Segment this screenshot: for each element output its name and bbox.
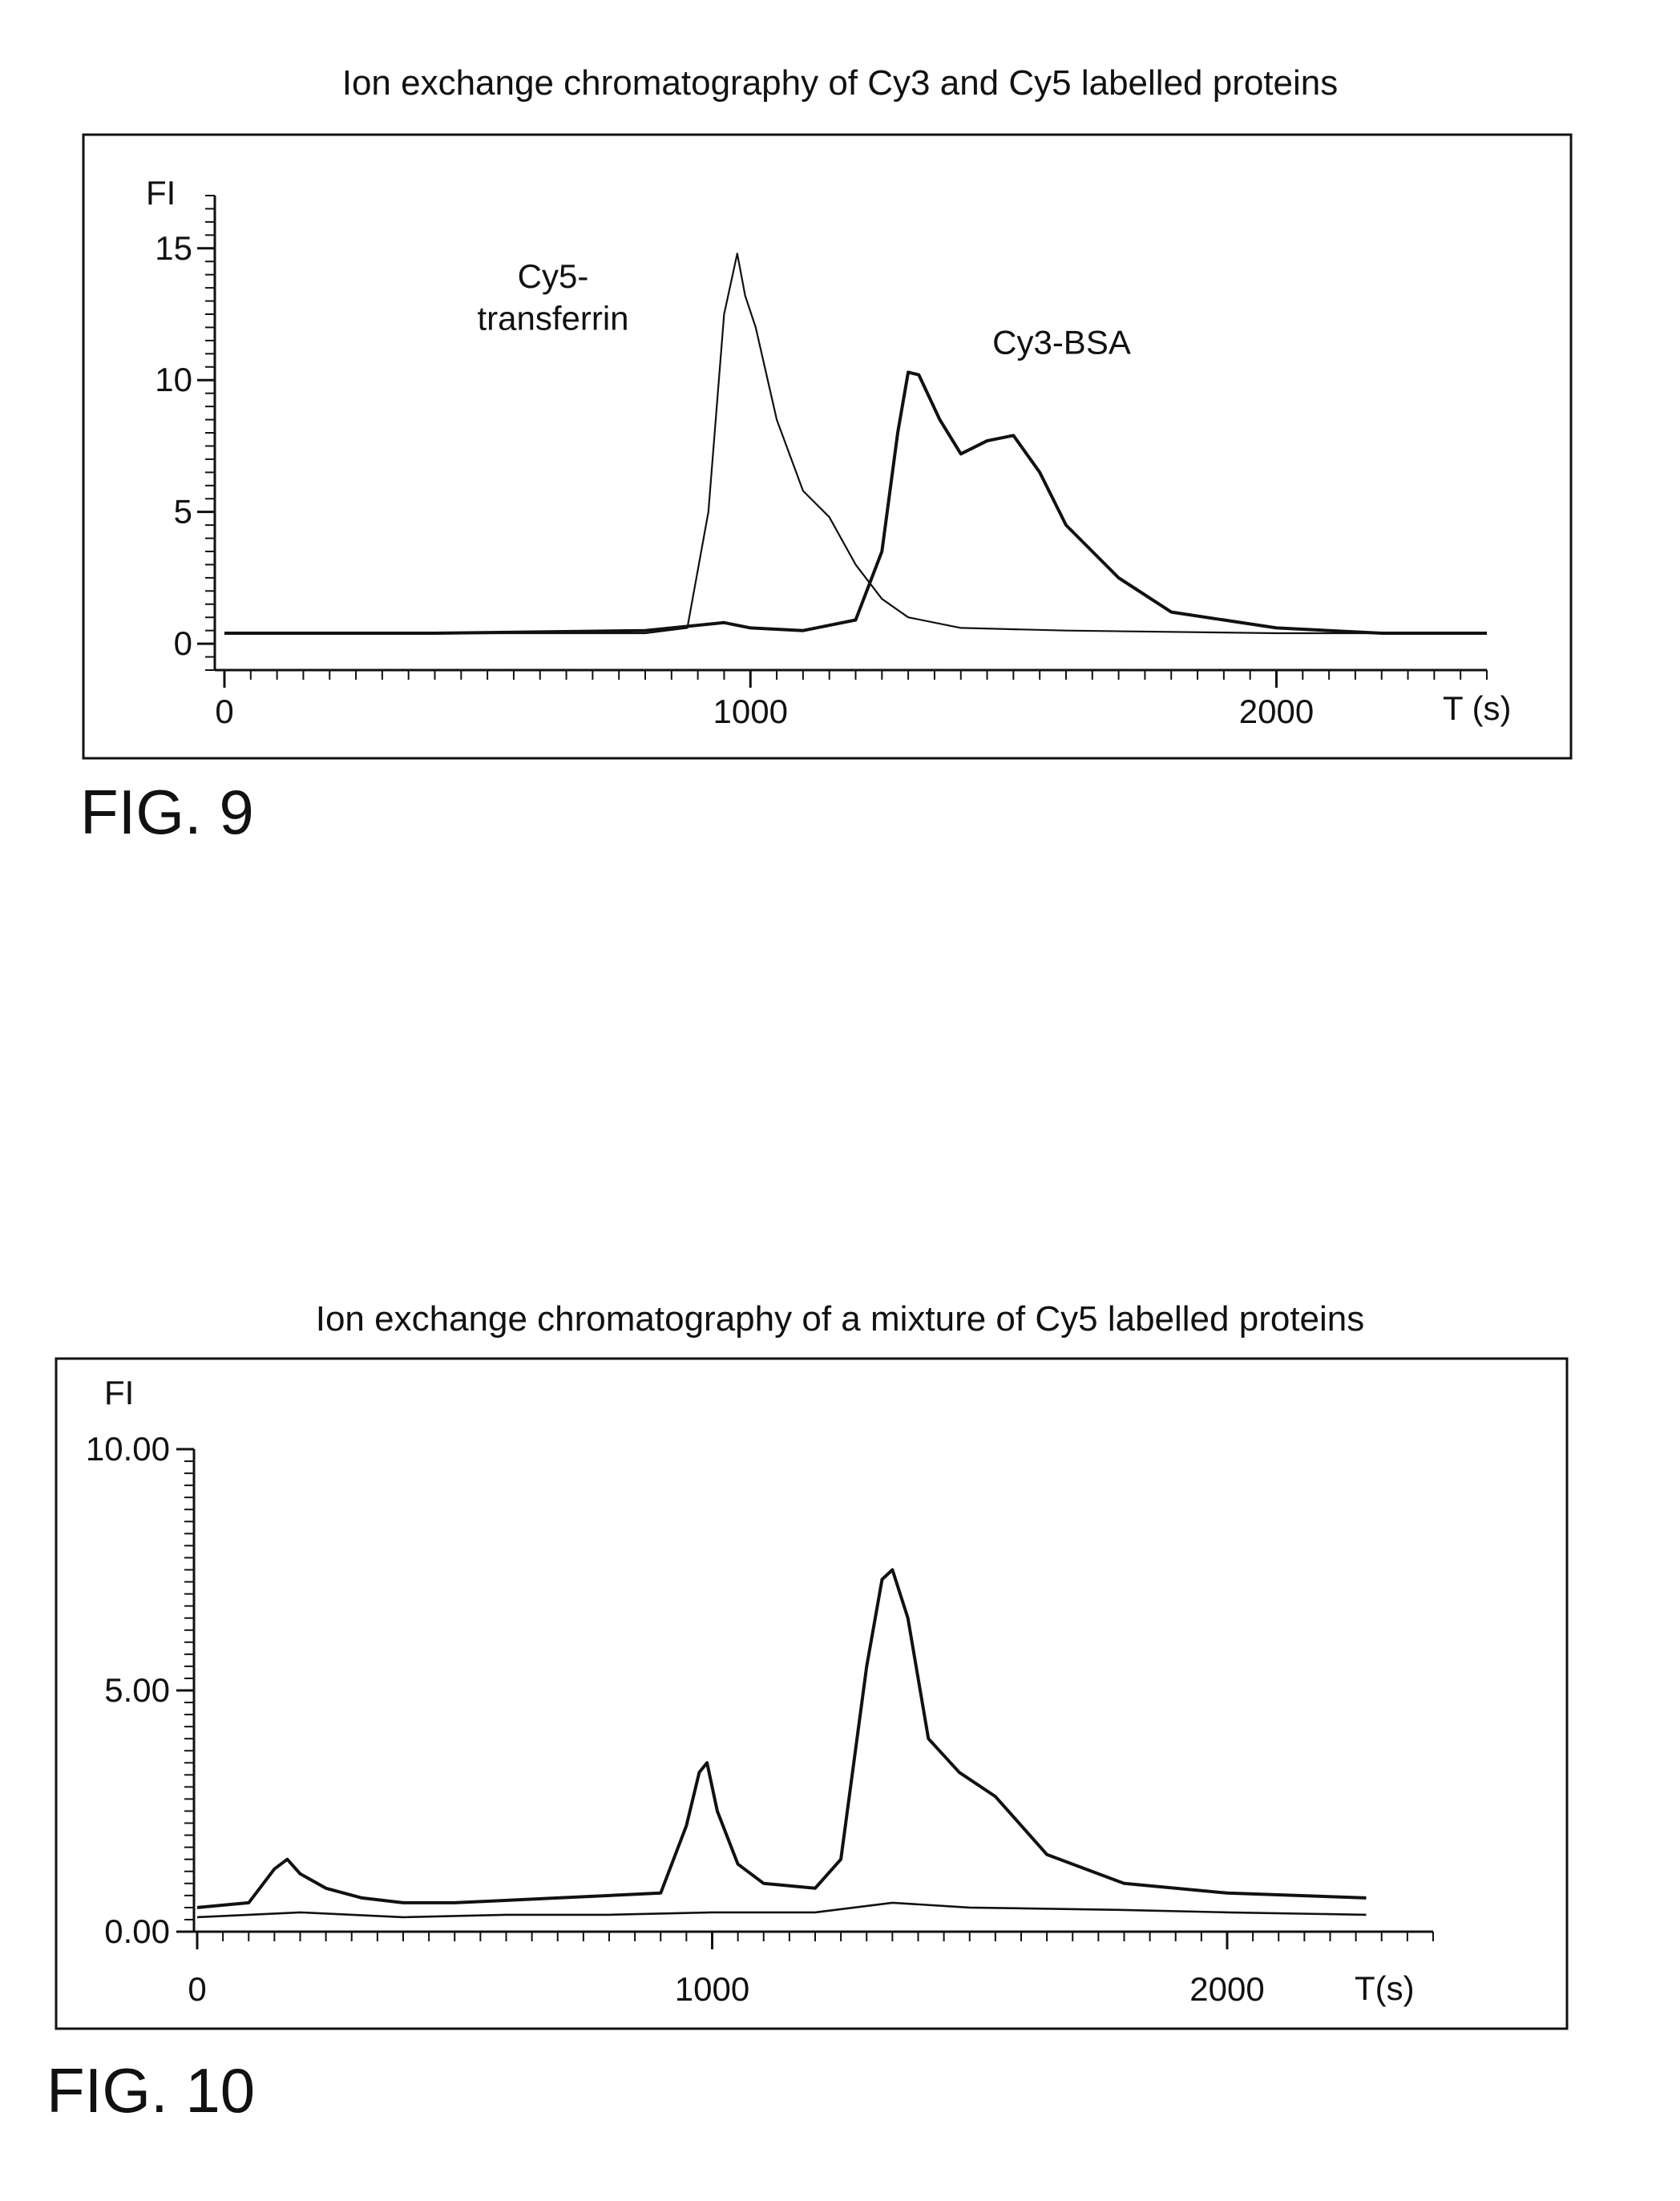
figure-caption: FIG. 10 xyxy=(46,2055,255,2126)
axes: 0 1000 2000 0.00 5.00 10.00 xyxy=(86,1430,1433,2008)
x-axis-label: T(s) xyxy=(1355,1969,1415,2007)
y-tick-label: 10 xyxy=(155,361,192,398)
y-tick-label: 0 xyxy=(174,624,192,662)
chart-title: Ion exchange chromatography of a mixture… xyxy=(316,1299,1365,1339)
annotations: Cy5- transferrin Cy3-BSA xyxy=(477,257,1130,361)
series-2-line xyxy=(197,1903,1367,1917)
series-1-line xyxy=(224,253,1487,633)
annotation-label: Cy3-BSA xyxy=(992,323,1131,361)
chart-fig-10: Ion exchange chromatography of a mixture… xyxy=(46,1299,1567,2126)
y-tick-label: 10.00 xyxy=(86,1430,170,1468)
chart-fig-9: Ion exchange chromatography of Cy3 and C… xyxy=(80,63,1571,847)
x-tick-label: 2000 xyxy=(1189,1970,1264,2008)
x-axis-label: T (s) xyxy=(1443,689,1512,727)
y-axis-label: FI xyxy=(104,1374,134,1411)
y-tick-label: 15 xyxy=(155,229,192,267)
x-tick-label: 0 xyxy=(215,693,233,730)
plot-frame xyxy=(56,1359,1567,2029)
x-tick-label: 0 xyxy=(188,1970,206,2008)
annotation-label: Cy5- xyxy=(518,257,589,295)
x-tick-label: 2000 xyxy=(1239,693,1314,730)
series-1-line xyxy=(197,1570,1367,1908)
y-tick-label: 5.00 xyxy=(104,1671,170,1709)
x-tick-label: 1000 xyxy=(675,1970,749,2008)
chart-title: Ion exchange chromatography of Cy3 and C… xyxy=(342,63,1339,103)
plot-frame xyxy=(83,135,1571,758)
y-tick-label: 0.00 xyxy=(104,1912,170,1950)
y-axis-label: FI xyxy=(146,174,176,212)
series-2-line xyxy=(224,372,1487,633)
series-group xyxy=(224,253,1487,633)
axes: 0 1000 2000 0 5 10 15 xyxy=(155,196,1487,730)
annotation-label: transferrin xyxy=(477,300,628,337)
x-tick-label: 1000 xyxy=(713,693,788,730)
series-group xyxy=(197,1570,1367,1917)
y-tick-label: 5 xyxy=(174,493,192,531)
figure-caption: FIG. 9 xyxy=(80,777,254,847)
